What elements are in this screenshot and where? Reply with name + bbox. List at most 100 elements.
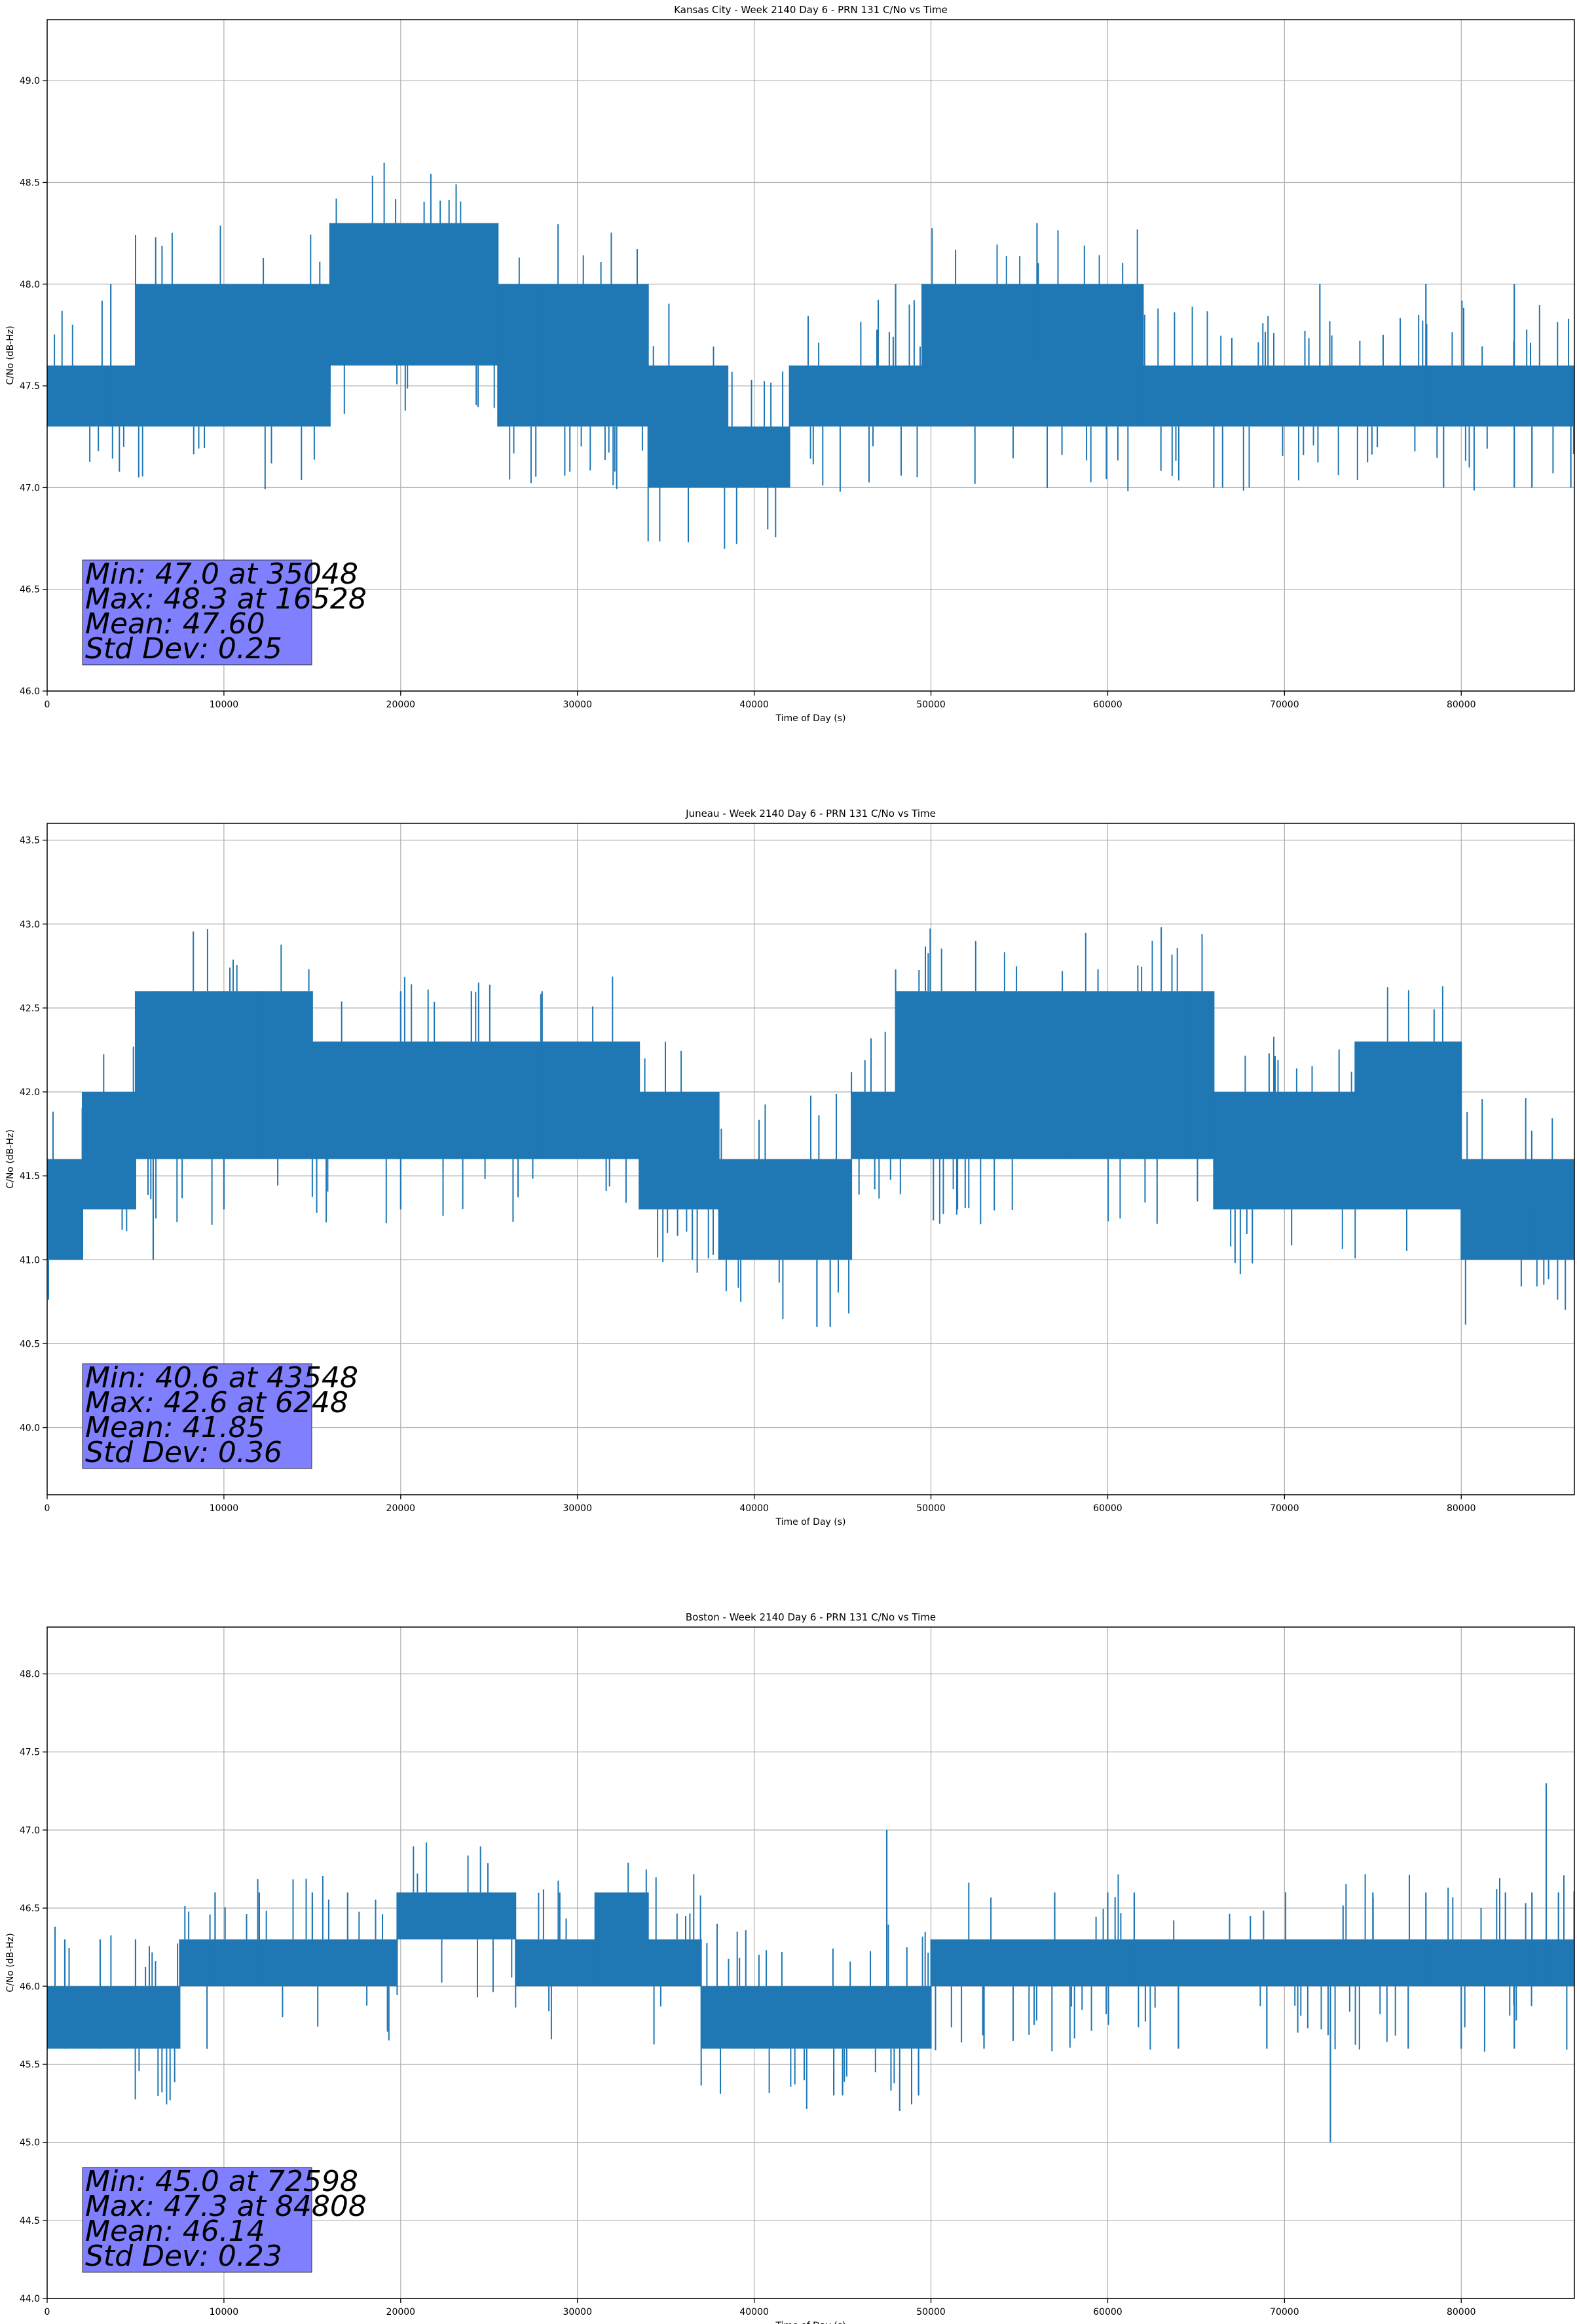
trace-band	[82, 1092, 136, 1210]
stats-mean: Mean: 46.14	[85, 2215, 265, 2248]
y-tick-label: 45.0	[20, 2138, 40, 2148]
x-tick-label: 10000	[210, 1503, 239, 1514]
stats-min: Min: 40.6 at 43548	[85, 1361, 358, 1395]
y-tick-label: 47.0	[20, 483, 40, 493]
chart-title: Boston - Week 2140 Day 6 - PRN 131 C/No …	[686, 1611, 936, 1623]
axes-frame	[46, 823, 1575, 1495]
y-tick-label: 49.0	[20, 76, 40, 86]
y-tick-label: 44.5	[20, 2216, 40, 2226]
axes-frame	[46, 19, 1575, 692]
trace-spikes	[851, 1032, 891, 1199]
y-tick-label: 47.5	[20, 381, 40, 392]
trace-spikes	[1464, 1098, 1567, 1325]
y-tick-label: 48.5	[20, 178, 40, 188]
x-tick-label: 50000	[916, 2307, 946, 2317]
x-tick-label: 70000	[1270, 1503, 1299, 1514]
x-axis-label: Time of Day (s)	[775, 1517, 846, 1527]
y-tick-label: 45.5	[20, 2059, 40, 2070]
trace-spikes	[184, 1876, 390, 2049]
trace-band	[135, 284, 330, 427]
stats-std: Std Dev: 0.23	[85, 2240, 282, 2273]
x-tick-label: 40000	[739, 1503, 769, 1514]
trace-spikes	[653, 1874, 701, 2045]
trace-band	[47, 1986, 180, 2049]
x-tick-label: 30000	[563, 700, 592, 710]
stats-mean: Mean: 41.85	[85, 1411, 265, 1444]
trace-spikes	[627, 1862, 647, 1893]
trace-band	[1355, 1041, 1462, 1210]
stats-std: Std Dev: 0.36	[85, 1436, 282, 1469]
trace-band	[648, 365, 728, 488]
y-tick-label: 42.0	[20, 1087, 40, 1098]
y-tick-label: 43.5	[20, 836, 40, 846]
x-tick-label: 30000	[563, 1503, 592, 1514]
trace-band	[595, 1892, 648, 1987]
trace-spikes	[644, 1041, 714, 1273]
trace-band	[701, 1986, 931, 2049]
trace-spikes	[515, 1881, 567, 2040]
stats-max: Max: 47.3 at 84808	[85, 2190, 367, 2223]
chart-panel-0: 0 10000 20000 30000 40000 50000 60000 70000 8000…	[5, 4, 1575, 724]
trace-spikes	[731, 371, 784, 544]
series-trace	[47, 1783, 1575, 2143]
x-tick-label: 40000	[739, 700, 769, 710]
y-axis-label: C/No (dB-Hz)	[5, 326, 16, 384]
trace-band	[1143, 365, 1574, 427]
trace-spikes	[1143, 300, 1574, 491]
trace-band	[577, 1041, 640, 1159]
y-tick-label: 48.0	[20, 280, 40, 290]
stats-mean: Mean: 47.60	[85, 607, 265, 641]
trace-band	[312, 1041, 578, 1159]
series-trace	[47, 927, 1574, 1327]
trace-band	[789, 365, 923, 427]
trace-spikes	[103, 1046, 134, 1231]
trace-band	[1461, 1159, 1574, 1260]
series-trace	[47, 162, 1574, 549]
x-tick-label: 80000	[1447, 1503, 1476, 1514]
y-axis-label: C/No (dB-Hz)	[5, 1129, 16, 1188]
trace-band	[728, 426, 790, 488]
trace-band	[922, 284, 1143, 427]
trace-band	[47, 365, 136, 427]
x-tick-label: 80000	[1447, 2307, 1476, 2317]
chart-panel-1: 0 10000 20000 30000 40000 50000 60000 70000 8000…	[5, 808, 1575, 1527]
trace-band	[329, 223, 498, 366]
trace-band	[1214, 1092, 1356, 1210]
trace-spikes	[311, 977, 542, 1224]
stats-box	[82, 559, 312, 665]
x-tick-label: 10000	[210, 2307, 239, 2317]
x-tick-label: 30000	[563, 2307, 592, 2317]
y-tick-label: 41.5	[20, 1171, 40, 1182]
stats-max: Max: 42.6 at 6248	[85, 1386, 348, 1419]
trace-spikes	[931, 228, 1138, 491]
trace-band	[639, 1092, 719, 1210]
y-tick-label: 40.0	[20, 1423, 40, 1434]
stats-min: Min: 47.0 at 35048	[85, 557, 358, 591]
x-tick-label: 20000	[386, 700, 416, 710]
y-tick-label: 47.5	[20, 1748, 40, 1758]
axes-frame	[46, 1626, 1575, 2299]
y-axis-label: C/No (dB-Hz)	[5, 1933, 16, 1992]
y-tick-label: 46.0	[20, 686, 40, 697]
x-tick-label: 20000	[386, 1503, 416, 1514]
y-tick-label: 46.0	[20, 1981, 40, 1992]
y-tick-label: 46.5	[20, 585, 40, 595]
x-tick-label: 50000	[916, 1503, 946, 1514]
x-tick-label: 50000	[916, 700, 946, 710]
trace-spikes	[935, 1874, 1575, 2052]
trace-band	[895, 991, 1214, 1159]
trace-band	[397, 1892, 516, 1940]
stats-max: Max: 48.3 at 16528	[85, 582, 367, 616]
x-axis-label: Time of Day (s)	[775, 713, 846, 724]
x-tick-label: 60000	[1093, 700, 1122, 710]
trace-spikes	[1354, 986, 1443, 1259]
x-tick-label: 60000	[1093, 2307, 1122, 2317]
x-tick-label: 0	[45, 2307, 50, 2317]
stats-std: Std Dev: 0.25	[85, 632, 282, 665]
trace-band	[179, 1939, 398, 1987]
trace-spikes	[895, 927, 1203, 1225]
x-tick-label: 70000	[1270, 700, 1299, 710]
trace-band	[498, 284, 648, 427]
trace-spikes	[1230, 1036, 1352, 1274]
trace-band	[851, 1092, 896, 1159]
